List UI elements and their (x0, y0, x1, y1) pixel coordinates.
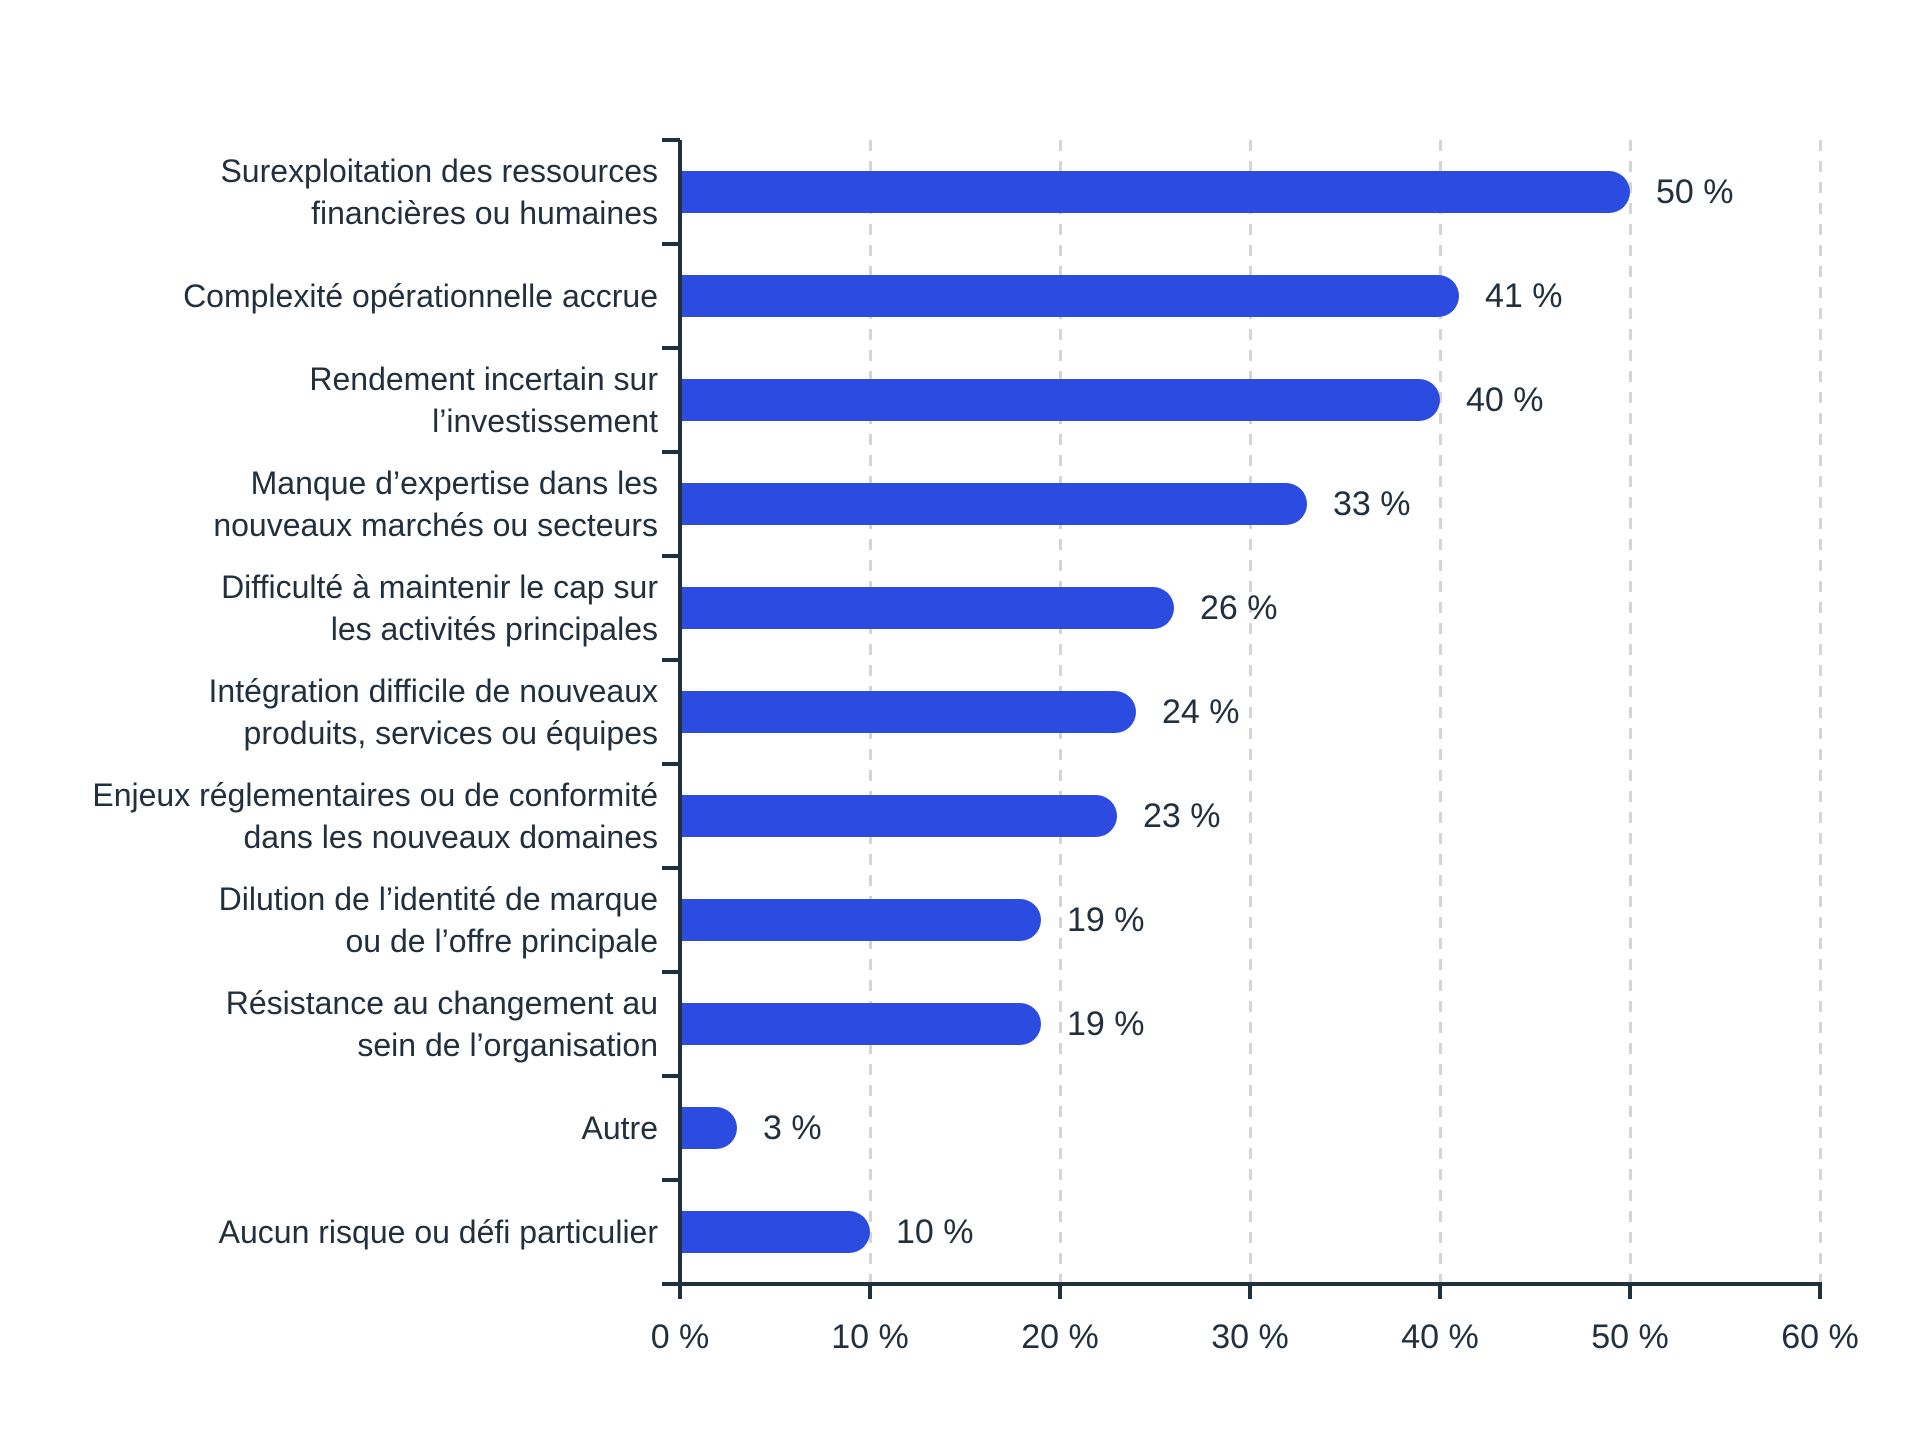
bar-track: 40 % (680, 348, 1860, 452)
horizontal-bar-chart: 0 % 10 % 20 % 30 % 40 % 50 % 60 % Surexploitat… (78, 138, 1878, 1356)
y-axis-tick (662, 658, 680, 662)
bar (680, 483, 1307, 525)
x-axis-tick (1628, 1286, 1632, 1299)
bar-row: Enjeux réglementaires ou de conformité d… (78, 764, 1878, 868)
category-label: Enjeux réglementaires ou de conformité d… (92, 776, 658, 855)
bar (680, 1107, 737, 1149)
y-axis-tick (662, 1074, 680, 1078)
x-axis-tick (1248, 1286, 1252, 1299)
x-axis-tick-label: 40 % (1401, 1318, 1479, 1356)
bar-row: Aucun risque ou défi particulier 10 % (78, 1180, 1878, 1284)
value-label: 40 % (1466, 380, 1544, 419)
bar (680, 171, 1630, 213)
bar-row: Intégration difficile de nouveaux produi… (78, 660, 1878, 764)
bar-row: Difficulté à maintenir le cap sur les ac… (78, 556, 1878, 660)
bar-row: Résistance au changement au sein de l’or… (78, 972, 1878, 1076)
value-label: 50 % (1656, 172, 1734, 211)
value-label: 26 % (1200, 588, 1278, 627)
category-label: Rendement incertain sur l’investissement (309, 360, 658, 439)
y-axis-tick (662, 242, 680, 246)
bar-row: Dilution de l’identité de marque ou de l… (78, 868, 1878, 972)
vertical-gridline (1628, 140, 1632, 1284)
plot-area: 0 % 10 % 20 % 30 % 40 % 50 % 60 % (651, 138, 1859, 1356)
x-axis-tick (1058, 1286, 1062, 1299)
value-label: 41 % (1485, 276, 1563, 315)
bar-track: 24 % (680, 660, 1860, 764)
value-label: 10 % (896, 1212, 974, 1251)
y-axis-line (678, 140, 682, 1286)
y-axis-tick (662, 554, 680, 558)
category-label: Manque d’expertise dans les nouveaux mar… (213, 464, 658, 543)
bar-row: Autre 3 % (78, 1076, 1878, 1180)
y-axis-tick (662, 866, 680, 870)
bar-track: 3 % (680, 1076, 1860, 1180)
x-axis-tick (678, 1286, 682, 1299)
bar-track: 50 % (680, 140, 1860, 244)
x-axis-tick-label: 30 % (1211, 1318, 1289, 1356)
category-label: Complexité opérationnelle accrue (183, 277, 658, 314)
bar-track: 33 % (680, 452, 1860, 556)
x-axis-tick-label: 20 % (1021, 1318, 1099, 1356)
bar-row: Manque d’expertise dans les nouveaux mar… (78, 452, 1878, 556)
value-label: 24 % (1162, 692, 1240, 731)
x-axis-tick (1438, 1286, 1442, 1299)
bar-track: 41 % (680, 244, 1860, 348)
bar (680, 1211, 870, 1253)
value-label: 23 % (1143, 796, 1221, 835)
bar (680, 795, 1117, 837)
category-label: Autre (581, 1109, 658, 1146)
bar-row: Surexploitation des ressources financièr… (78, 140, 1878, 244)
bar-row: Complexité opérationnelle accrue 41 % (78, 244, 1878, 348)
y-axis-tick (662, 1282, 680, 1286)
category-label: Difficulté à maintenir le cap sur les ac… (221, 568, 658, 647)
bar-track: 19 % (680, 868, 1860, 972)
y-axis-tick (662, 762, 680, 766)
bar (680, 1003, 1041, 1045)
bar (680, 275, 1459, 317)
bar-row: Rendement incertain sur l’investissement… (78, 348, 1878, 452)
x-axis-tick (1818, 1286, 1822, 1299)
y-axis-tick (662, 138, 680, 142)
bar-track: 23 % (680, 764, 1860, 868)
y-axis-tick (662, 970, 680, 974)
value-label: 19 % (1067, 900, 1145, 939)
category-label: Intégration difficile de nouveaux produi… (208, 672, 659, 751)
x-axis-tick (868, 1286, 872, 1299)
x-axis-tick-label: 50 % (1591, 1318, 1669, 1356)
x-axis-line (678, 1282, 1822, 1286)
bar-track: 10 % (680, 1180, 1860, 1284)
bar-track: 19 % (680, 972, 1860, 1076)
value-label: 3 % (763, 1108, 822, 1147)
x-axis-tick-label: 60 % (1781, 1318, 1859, 1356)
x-axis-tick-label: 0 % (650, 1318, 710, 1356)
vertical-gridline (1248, 140, 1252, 1284)
bar (680, 379, 1440, 421)
vertical-gridline (1438, 140, 1442, 1284)
category-label: Résistance au changement au sein de l’or… (225, 984, 658, 1063)
bar (680, 899, 1041, 941)
category-label: Surexploitation des ressources financièr… (220, 152, 658, 231)
bar-rows: Surexploitation des ressources financièr… (78, 140, 1878, 1284)
value-label: 33 % (1333, 484, 1411, 523)
category-label: Aucun risque ou défi particulier (218, 1213, 658, 1250)
bar-track: 26 % (680, 556, 1860, 660)
y-axis-tick (662, 450, 680, 454)
bar (680, 691, 1136, 733)
category-label: Dilution de l’identité de marque ou de l… (218, 880, 658, 959)
bar (680, 587, 1174, 629)
vertical-gridline (1818, 140, 1822, 1284)
y-axis-tick (662, 1178, 680, 1182)
y-axis-tick (662, 346, 680, 350)
x-axis-tick-label: 10 % (831, 1318, 909, 1356)
value-label: 19 % (1067, 1004, 1145, 1043)
